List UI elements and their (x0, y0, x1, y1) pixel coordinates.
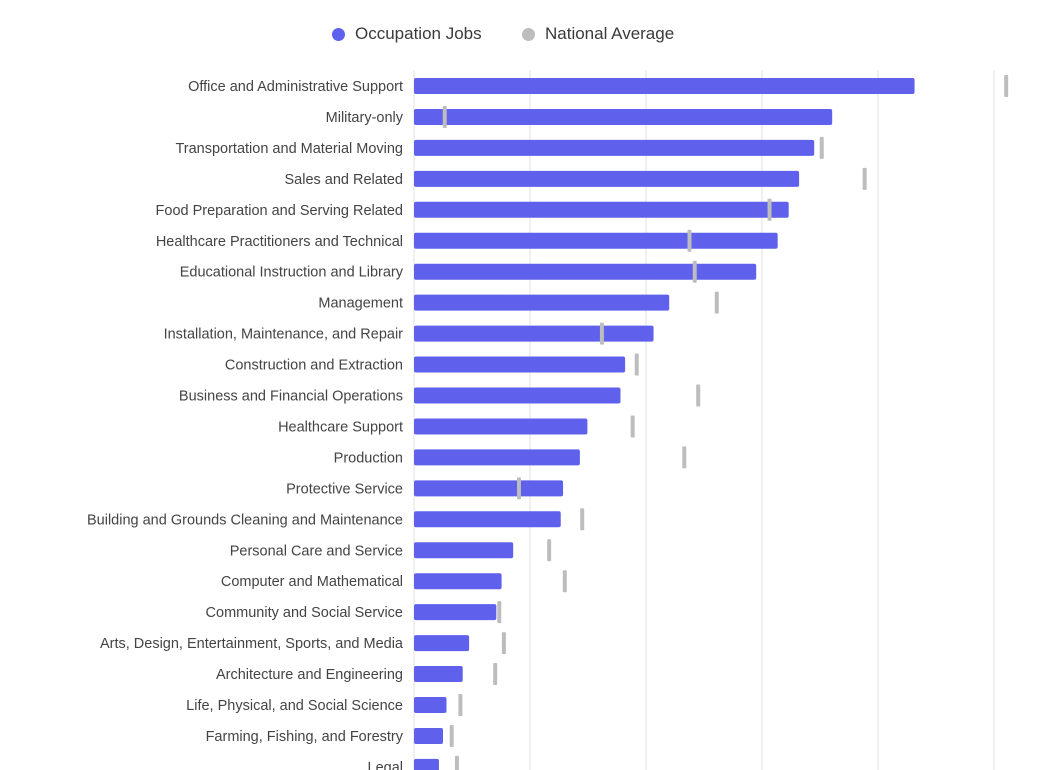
category-label: Computer and Mathematical (221, 574, 403, 590)
occupation-bar[interactable] (414, 139, 815, 156)
occupation-bar[interactable] (414, 418, 588, 435)
chart-legend: Occupation Jobs National Average (0, 20, 1047, 48)
occupation-bar[interactable] (414, 697, 447, 713)
category-label: Architecture and Engineering (216, 667, 403, 683)
category-label: Life, Physical, and Social Science (186, 698, 403, 714)
national-average-marker[interactable] (687, 229, 692, 252)
occupation-bar[interactable] (414, 325, 654, 342)
national-average-marker[interactable] (442, 105, 447, 128)
category-label: Healthcare Practitioners and Technical (156, 234, 403, 250)
category-label: Farming, Fishing, and Forestry (206, 729, 404, 745)
legend-dot-occupation-icon (332, 27, 345, 41)
occupation-bar[interactable] (414, 294, 670, 311)
national-average-marker[interactable] (682, 446, 687, 469)
national-average-marker[interactable] (634, 353, 639, 376)
national-average-marker[interactable] (493, 663, 498, 686)
category-label: Transportation and Material Moving (175, 141, 403, 157)
national-average-marker[interactable] (458, 694, 463, 716)
national-average-marker[interactable] (562, 570, 567, 593)
national-average-marker[interactable] (497, 601, 502, 624)
category-label: Management (318, 296, 403, 312)
category-label: Building and Grounds Cleaning and Mainte… (87, 512, 403, 528)
category-label: Production (334, 450, 403, 466)
legend-item-occupation[interactable]: Occupation Jobs (332, 20, 482, 48)
occupation-bar[interactable] (414, 758, 439, 770)
category-label: Military-only (326, 110, 404, 126)
category-label: Educational Instruction and Library (180, 265, 404, 281)
national-average-marker[interactable] (1004, 75, 1009, 97)
national-average-marker[interactable] (599, 322, 604, 345)
category-label: Personal Care and Service (230, 543, 403, 559)
category-label: Business and Financial Operations (179, 389, 403, 405)
national-average-marker[interactable] (547, 539, 552, 562)
occupation-bar[interactable] (414, 727, 443, 744)
occupation-bar[interactable] (414, 201, 789, 218)
national-average-marker[interactable] (501, 632, 506, 655)
national-average-marker[interactable] (767, 198, 772, 221)
category-label: Protective Service (286, 481, 403, 497)
occupation-bar[interactable] (414, 449, 580, 466)
occupation-bar[interactable] (414, 108, 833, 125)
category-label: Arts, Design, Entertainment, Sports, and… (100, 636, 404, 652)
occupation-bar[interactable] (414, 356, 626, 373)
category-label: Installation, Maintenance, and Repair (164, 327, 404, 343)
occupation-bar[interactable] (414, 635, 470, 652)
occupation-bar[interactable] (414, 232, 778, 249)
category-label: Food Preparation and Serving Related (156, 203, 403, 219)
category-label: Community and Social Service (206, 605, 403, 621)
occupation-bar[interactable] (414, 387, 621, 404)
occupation-bar[interactable] (414, 542, 514, 559)
category-label: Construction and Extraction (225, 358, 403, 374)
category-label: Legal (368, 760, 403, 770)
occupation-bar[interactable] (414, 263, 757, 280)
legend-label-national: National Average (545, 24, 675, 43)
category-label: Office and Administrative Support (188, 79, 403, 95)
national-average-marker[interactable] (630, 415, 635, 438)
national-average-marker[interactable] (580, 508, 585, 531)
national-average-marker[interactable] (692, 260, 697, 283)
category-label: Sales and Related (285, 172, 404, 188)
legend-item-national[interactable]: National Average (522, 20, 674, 48)
occupation-bar[interactable] (414, 511, 561, 528)
category-labels: Office and Administrative Support Militar… (87, 79, 404, 770)
occupation-bar[interactable] (414, 480, 564, 497)
national-average-marker[interactable] (696, 384, 701, 407)
national-average-marker[interactable] (449, 724, 454, 747)
national-average-marker[interactable] (454, 755, 459, 770)
national-average-marker[interactable] (516, 477, 521, 500)
occupation-bar[interactable] (414, 78, 915, 94)
occupation-bar[interactable] (414, 573, 502, 590)
national-average-marker[interactable] (714, 291, 719, 314)
occupation-bar[interactable] (414, 604, 497, 621)
legend-dot-national-icon (522, 27, 535, 41)
occupation-bar[interactable] (414, 170, 800, 187)
national-average-marker[interactable] (862, 167, 867, 190)
bars (414, 75, 1009, 770)
national-average-marker[interactable] (819, 136, 824, 159)
occupation-bar[interactable] (414, 666, 463, 683)
category-label: Healthcare Support (278, 419, 403, 435)
legend-label-occupation: Occupation Jobs (355, 24, 482, 43)
